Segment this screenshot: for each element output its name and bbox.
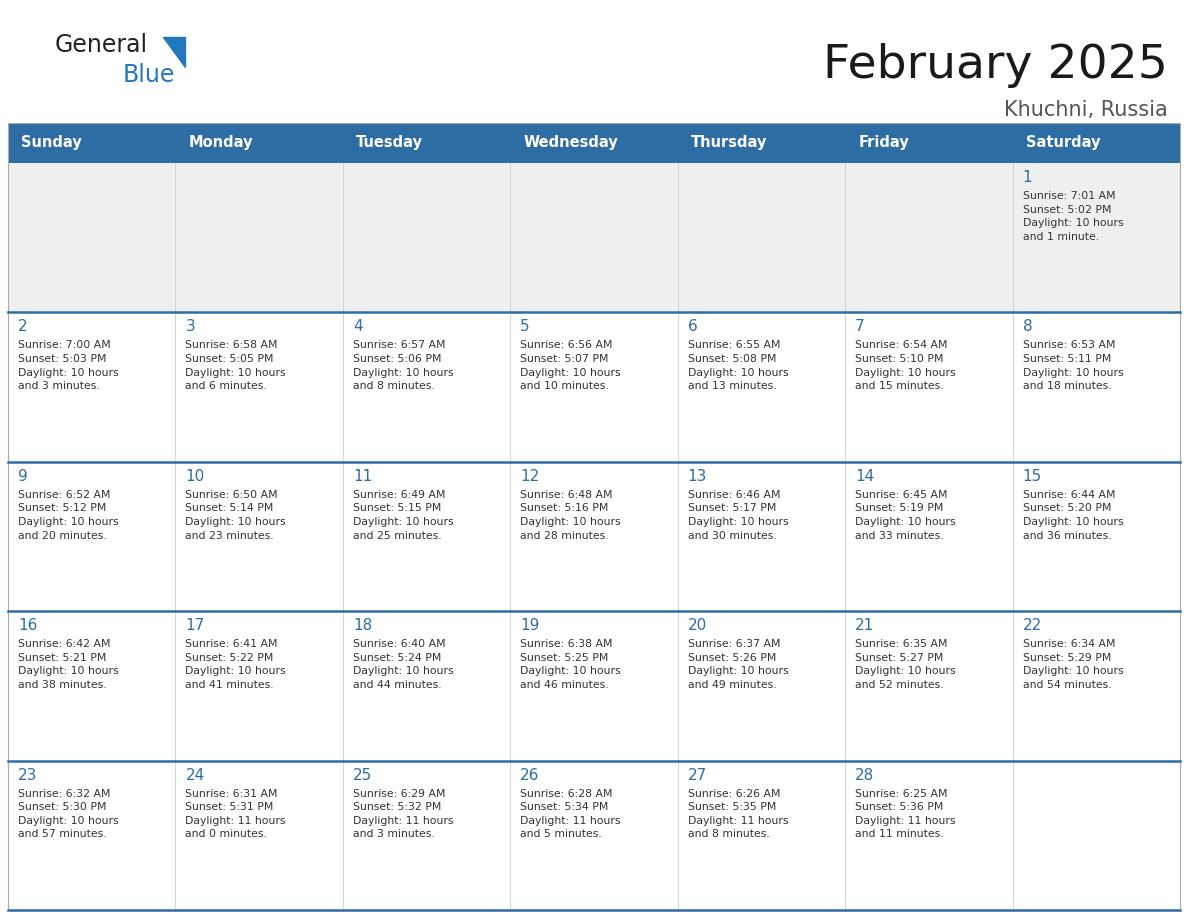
Text: Sunrise: 6:29 AM
Sunset: 5:32 PM
Daylight: 11 hours
and 3 minutes.: Sunrise: 6:29 AM Sunset: 5:32 PM Dayligh… [353,789,454,839]
Text: February 2025: February 2025 [823,43,1168,88]
Polygon shape [163,37,185,67]
Text: 18: 18 [353,618,372,633]
Bar [8,163,1180,312]
Text: 23: 23 [18,767,37,783]
Text: 2: 2 [18,319,27,334]
Text: Sunrise: 6:54 AM
Sunset: 5:10 PM
Daylight: 10 hours
and 15 minutes.: Sunrise: 6:54 AM Sunset: 5:10 PM Dayligh… [855,341,956,391]
Text: 19: 19 [520,618,539,633]
Text: 10: 10 [185,469,204,484]
Text: 21: 21 [855,618,874,633]
Text: Sunrise: 6:31 AM
Sunset: 5:31 PM
Daylight: 11 hours
and 0 minutes.: Sunrise: 6:31 AM Sunset: 5:31 PM Dayligh… [185,789,286,839]
Text: 11: 11 [353,469,372,484]
Text: Sunrise: 6:41 AM
Sunset: 5:22 PM
Daylight: 10 hours
and 41 minutes.: Sunrise: 6:41 AM Sunset: 5:22 PM Dayligh… [185,639,286,690]
Text: Sunrise: 6:44 AM
Sunset: 5:20 PM
Daylight: 10 hours
and 36 minutes.: Sunrise: 6:44 AM Sunset: 5:20 PM Dayligh… [1023,490,1123,541]
Text: 28: 28 [855,767,874,783]
Text: 13: 13 [688,469,707,484]
Text: 20: 20 [688,618,707,633]
Text: Sunrise: 6:57 AM
Sunset: 5:06 PM
Daylight: 10 hours
and 8 minutes.: Sunrise: 6:57 AM Sunset: 5:06 PM Dayligh… [353,341,454,391]
Text: 16: 16 [18,618,37,633]
Bar [8,462,1180,611]
Text: 8: 8 [1023,319,1032,334]
Text: Sunrise: 6:56 AM
Sunset: 5:07 PM
Daylight: 10 hours
and 10 minutes.: Sunrise: 6:56 AM Sunset: 5:07 PM Dayligh… [520,341,621,391]
Text: Sunrise: 6:49 AM
Sunset: 5:15 PM
Daylight: 10 hours
and 25 minutes.: Sunrise: 6:49 AM Sunset: 5:15 PM Dayligh… [353,490,454,541]
Text: 3: 3 [185,319,195,334]
Text: 26: 26 [520,767,539,783]
Bar [343,123,511,163]
Text: Blue: Blue [124,63,176,87]
Text: Monday: Monday [189,136,253,151]
Text: Sunrise: 6:28 AM
Sunset: 5:34 PM
Daylight: 11 hours
and 5 minutes.: Sunrise: 6:28 AM Sunset: 5:34 PM Dayligh… [520,789,621,839]
Text: Wednesday: Wednesday [523,136,618,151]
Text: Khuchni, Russia: Khuchni, Russia [1004,100,1168,120]
Text: Sunrise: 6:45 AM
Sunset: 5:19 PM
Daylight: 10 hours
and 33 minutes.: Sunrise: 6:45 AM Sunset: 5:19 PM Dayligh… [855,490,956,541]
Text: Sunrise: 6:38 AM
Sunset: 5:25 PM
Daylight: 10 hours
and 46 minutes.: Sunrise: 6:38 AM Sunset: 5:25 PM Dayligh… [520,639,621,690]
Bar [511,123,677,163]
Text: General: General [55,33,148,57]
Text: 14: 14 [855,469,874,484]
Text: 15: 15 [1023,469,1042,484]
Text: 1: 1 [1023,170,1032,185]
Text: 17: 17 [185,618,204,633]
Text: Sunrise: 6:34 AM
Sunset: 5:29 PM
Daylight: 10 hours
and 54 minutes.: Sunrise: 6:34 AM Sunset: 5:29 PM Dayligh… [1023,639,1123,690]
Text: Sunrise: 6:48 AM
Sunset: 5:16 PM
Daylight: 10 hours
and 28 minutes.: Sunrise: 6:48 AM Sunset: 5:16 PM Dayligh… [520,490,621,541]
Text: Sunrise: 6:58 AM
Sunset: 5:05 PM
Daylight: 10 hours
and 6 minutes.: Sunrise: 6:58 AM Sunset: 5:05 PM Dayligh… [185,341,286,391]
Bar [8,312,1180,462]
Text: 9: 9 [18,469,27,484]
Text: 4: 4 [353,319,362,334]
Text: Sunrise: 7:00 AM
Sunset: 5:03 PM
Daylight: 10 hours
and 3 minutes.: Sunrise: 7:00 AM Sunset: 5:03 PM Dayligh… [18,341,119,391]
Text: Sunrise: 6:50 AM
Sunset: 5:14 PM
Daylight: 10 hours
and 23 minutes.: Sunrise: 6:50 AM Sunset: 5:14 PM Dayligh… [185,490,286,541]
Text: Sunrise: 6:46 AM
Sunset: 5:17 PM
Daylight: 10 hours
and 30 minutes.: Sunrise: 6:46 AM Sunset: 5:17 PM Dayligh… [688,490,789,541]
Text: 24: 24 [185,767,204,783]
Bar [8,761,1180,910]
Text: 5: 5 [520,319,530,334]
Text: 22: 22 [1023,618,1042,633]
Text: Sunrise: 6:40 AM
Sunset: 5:24 PM
Daylight: 10 hours
and 44 minutes.: Sunrise: 6:40 AM Sunset: 5:24 PM Dayligh… [353,639,454,690]
Bar [1012,123,1180,163]
Text: Saturday: Saturday [1025,136,1100,151]
Text: Sunrise: 6:35 AM
Sunset: 5:27 PM
Daylight: 10 hours
and 52 minutes.: Sunrise: 6:35 AM Sunset: 5:27 PM Dayligh… [855,639,956,690]
Text: 12: 12 [520,469,539,484]
Text: Sunrise: 6:26 AM
Sunset: 5:35 PM
Daylight: 11 hours
and 8 minutes.: Sunrise: 6:26 AM Sunset: 5:35 PM Dayligh… [688,789,788,839]
Text: Tuesday: Tuesday [356,136,423,151]
Text: Sunrise: 6:37 AM
Sunset: 5:26 PM
Daylight: 10 hours
and 49 minutes.: Sunrise: 6:37 AM Sunset: 5:26 PM Dayligh… [688,639,789,690]
Text: Thursday: Thursday [690,136,767,151]
Bar [677,123,845,163]
Bar [8,123,176,163]
Text: Friday: Friday [858,136,909,151]
Text: Sunrise: 6:53 AM
Sunset: 5:11 PM
Daylight: 10 hours
and 18 minutes.: Sunrise: 6:53 AM Sunset: 5:11 PM Dayligh… [1023,341,1123,391]
Text: Sunrise: 6:32 AM
Sunset: 5:30 PM
Daylight: 10 hours
and 57 minutes.: Sunrise: 6:32 AM Sunset: 5:30 PM Dayligh… [18,789,119,839]
Text: Sunrise: 7:01 AM
Sunset: 5:02 PM
Daylight: 10 hours
and 1 minute.: Sunrise: 7:01 AM Sunset: 5:02 PM Dayligh… [1023,191,1123,241]
Bar [176,123,343,163]
Text: Sunrise: 6:52 AM
Sunset: 5:12 PM
Daylight: 10 hours
and 20 minutes.: Sunrise: 6:52 AM Sunset: 5:12 PM Dayligh… [18,490,119,541]
Text: 6: 6 [688,319,697,334]
Text: Sunday: Sunday [21,136,82,151]
Text: Sunrise: 6:55 AM
Sunset: 5:08 PM
Daylight: 10 hours
and 13 minutes.: Sunrise: 6:55 AM Sunset: 5:08 PM Dayligh… [688,341,789,391]
Text: Sunrise: 6:25 AM
Sunset: 5:36 PM
Daylight: 11 hours
and 11 minutes.: Sunrise: 6:25 AM Sunset: 5:36 PM Dayligh… [855,789,955,839]
Bar [8,123,1180,910]
Text: 7: 7 [855,319,865,334]
Bar [845,123,1012,163]
Text: 27: 27 [688,767,707,783]
Bar [8,611,1180,761]
Text: Sunrise: 6:42 AM
Sunset: 5:21 PM
Daylight: 10 hours
and 38 minutes.: Sunrise: 6:42 AM Sunset: 5:21 PM Dayligh… [18,639,119,690]
Text: 25: 25 [353,767,372,783]
